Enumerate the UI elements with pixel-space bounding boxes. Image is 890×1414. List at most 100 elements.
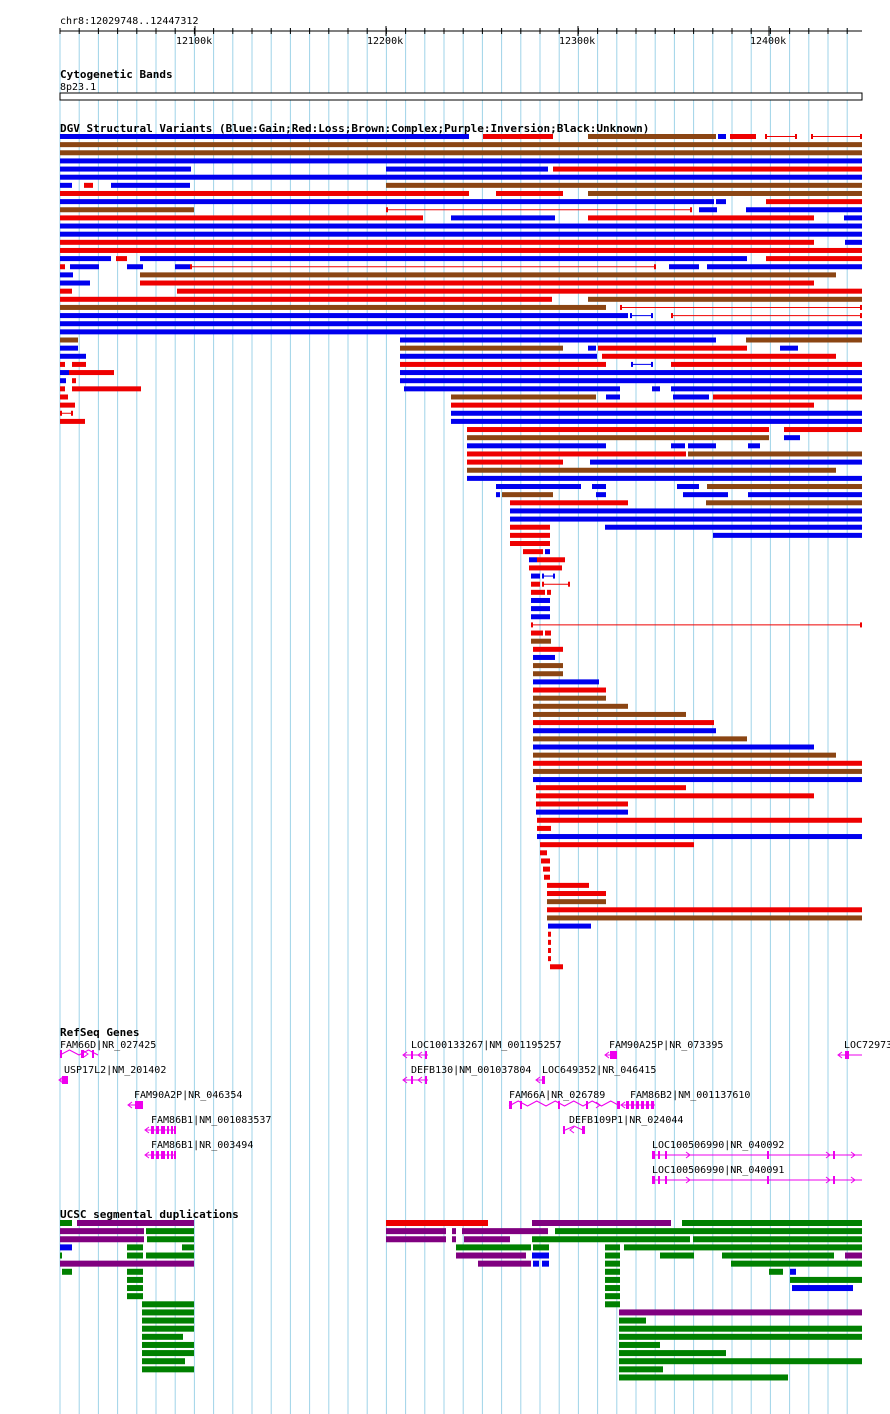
segdup-feature[interactable] (605, 1301, 620, 1308)
dgv-variant[interactable] (548, 923, 591, 929)
dgv-variant[interactable] (72, 361, 86, 367)
dgv-variant[interactable] (386, 182, 862, 188)
dgv-variant[interactable] (533, 728, 716, 734)
dgv-variant[interactable] (533, 679, 599, 685)
dgv-variant[interactable] (140, 280, 814, 286)
dgv-variant[interactable] (70, 264, 99, 270)
dgv-variant[interactable] (127, 264, 143, 270)
dgv-variant[interactable] (467, 435, 769, 441)
gene-model[interactable] (127, 1101, 143, 1109)
dgv-variant[interactable] (598, 345, 747, 351)
segdup-feature[interactable] (605, 1276, 620, 1283)
segdup-feature[interactable] (605, 1285, 620, 1292)
segdup-feature[interactable] (478, 1260, 531, 1267)
gene-model[interactable] (652, 1151, 862, 1159)
dgv-variant[interactable] (540, 850, 547, 856)
segdup-feature[interactable] (533, 1244, 549, 1251)
gene-model[interactable] (58, 1076, 68, 1084)
segdup-feature[interactable] (464, 1236, 510, 1243)
dgv-variant[interactable] (780, 345, 798, 351)
dgv-variant[interactable] (536, 793, 814, 799)
dgv-variant[interactable] (467, 467, 836, 473)
gene-model[interactable] (652, 1176, 862, 1184)
dgv-variant[interactable] (531, 589, 545, 595)
segdup-feature[interactable] (182, 1244, 194, 1251)
dgv-variant[interactable] (84, 182, 93, 188)
dgv-variant[interactable] (537, 834, 862, 840)
gene-label[interactable]: LOC72973 (844, 1040, 890, 1051)
dgv-variant[interactable] (671, 443, 685, 449)
dgv-variant[interactable] (547, 907, 862, 913)
segdup-feature[interactable] (619, 1333, 862, 1340)
segdup-feature[interactable] (555, 1228, 862, 1235)
gene-label[interactable]: FAM66D|NR_027425 (60, 1040, 156, 1051)
gene-label[interactable]: USP17L2|NM_201402 (64, 1065, 166, 1076)
dgv-variant[interactable] (547, 899, 606, 905)
dgv-variant[interactable] (400, 361, 606, 367)
segdup-feature[interactable] (605, 1260, 620, 1267)
dgv-variant[interactable] (60, 280, 90, 286)
gene-label[interactable]: FAM86B1|NM_001083537 (151, 1115, 271, 1126)
segdup-feature[interactable] (605, 1293, 620, 1300)
dgv-variant[interactable] (543, 866, 550, 872)
dgv-variant[interactable] (111, 182, 190, 188)
dgv-variant[interactable] (673, 394, 709, 400)
dgv-variant[interactable] (550, 964, 563, 970)
segdup-feature[interactable] (693, 1236, 862, 1243)
dgv-variant[interactable] (531, 581, 540, 587)
dgv-variant[interactable] (496, 492, 500, 498)
dgv-variant[interactable] (536, 785, 686, 791)
segdup-feature[interactable] (452, 1228, 456, 1235)
dgv-variant[interactable] (541, 858, 550, 864)
dgv-variant[interactable] (60, 418, 85, 424)
dgv-variant[interactable] (548, 948, 551, 953)
dgv-variant[interactable] (588, 296, 862, 302)
dgv-variant[interactable] (536, 801, 628, 807)
segdup-feature[interactable] (386, 1220, 488, 1226)
dgv-variant[interactable] (60, 272, 73, 278)
dgv-variant[interactable] (533, 671, 563, 677)
dgv-variant[interactable] (60, 199, 714, 205)
gene-model[interactable] (837, 1051, 862, 1059)
dgv-variant[interactable] (548, 956, 551, 962)
gene-model[interactable] (620, 1101, 655, 1109)
segdup-feature[interactable] (605, 1252, 620, 1259)
dgv-variant[interactable] (502, 492, 553, 498)
segdup-feature[interactable] (142, 1325, 194, 1332)
dgv-variant[interactable] (784, 427, 862, 433)
dgv-variant[interactable] (510, 524, 550, 530)
gene-label[interactable]: FAM86B2|NM_001137610 (630, 1090, 750, 1101)
dgv-variant[interactable] (400, 345, 563, 351)
dgv-variant[interactable] (730, 134, 756, 139)
dgv-variant[interactable] (60, 134, 469, 139)
dgv-variant[interactable] (60, 378, 66, 384)
dgv-variant[interactable] (592, 484, 606, 490)
segdup-feature[interactable] (456, 1252, 526, 1259)
segdup-feature[interactable] (62, 1268, 72, 1275)
dgv-variant[interactable] (548, 939, 551, 945)
gene-label[interactable]: FAM90A25P|NR_073395 (609, 1040, 723, 1051)
dgv-variant[interactable] (60, 337, 78, 343)
dgv-variant[interactable] (510, 541, 550, 546)
dgv-variant[interactable] (400, 353, 597, 359)
dgv-variant[interactable] (60, 142, 862, 148)
segdup-feature[interactable] (792, 1285, 853, 1292)
dgv-variant[interactable] (523, 549, 543, 555)
segdup-feature[interactable] (532, 1220, 671, 1226)
dgv-variant[interactable] (602, 353, 836, 359)
dgv-variant[interactable] (784, 435, 800, 441)
dgv-variant[interactable] (60, 313, 628, 319)
dgv-variant[interactable] (553, 166, 862, 172)
gene-model[interactable] (144, 1151, 176, 1159)
segdup-feature[interactable] (142, 1366, 194, 1373)
dgv-variant[interactable] (718, 134, 726, 139)
dgv-variant[interactable] (533, 711, 686, 717)
segdup-feature[interactable] (619, 1350, 726, 1357)
dgv-variant[interactable] (60, 207, 194, 213)
dgv-variant[interactable] (605, 524, 862, 530)
dgv-variant[interactable] (533, 646, 563, 652)
dgv-variant[interactable] (606, 394, 620, 400)
segdup-feature[interactable] (142, 1358, 185, 1365)
dgv-variant[interactable] (386, 166, 548, 172)
dgv-variant[interactable] (547, 589, 551, 595)
